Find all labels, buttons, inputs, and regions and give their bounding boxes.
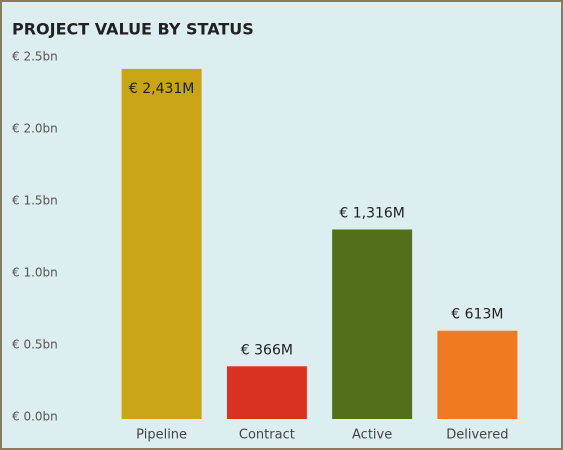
bar: [226, 366, 307, 419]
y-tick-label: € 2.0bn: [12, 122, 58, 136]
y-tick-label: € 2.5bn: [12, 50, 58, 64]
data-label: € 1,316M: [339, 205, 405, 221]
y-tick-label: € 0.0bn: [12, 410, 58, 424]
x-tick-label: Delivered: [446, 428, 508, 443]
data-label: € 613M: [451, 307, 503, 323]
x-tick-label: Active: [352, 428, 392, 443]
bar: [121, 68, 202, 419]
data-label: € 2,431M: [129, 81, 195, 97]
y-tick-label: € 0.5bn: [12, 338, 58, 352]
data-label: € 366M: [241, 342, 293, 358]
y-tick-label: € 1.5bn: [12, 194, 58, 208]
x-tick-label: Pipeline: [136, 428, 187, 443]
y-tick-label: € 1.0bn: [12, 266, 58, 280]
bar: [437, 330, 518, 419]
x-tick-label: Contract: [239, 428, 295, 443]
chart-title: PROJECT VALUE BY STATUS: [12, 20, 254, 39]
bar: [332, 229, 413, 419]
